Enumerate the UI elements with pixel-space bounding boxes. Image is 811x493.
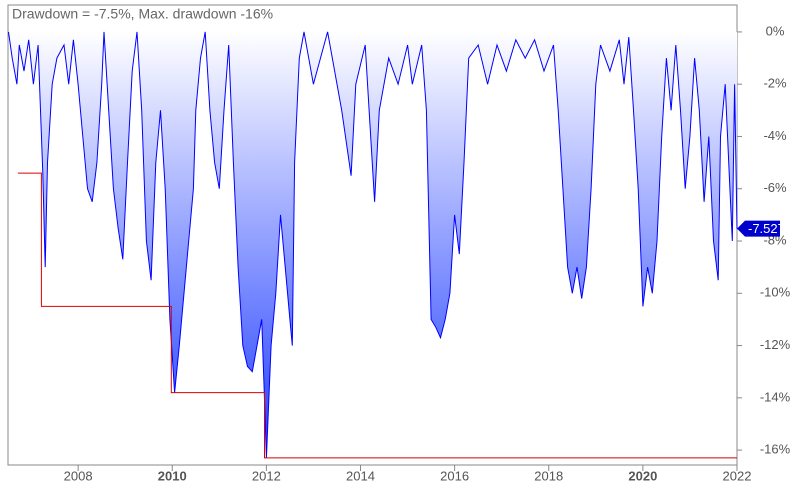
x-tick-label: 2014 [346,468,375,483]
y-tick-label: -10% [760,285,791,300]
x-tick-label: 2010 [158,468,187,483]
x-tick-label: 2022 [723,468,752,483]
y-tick-label: -6% [763,180,787,195]
drawdown-area [8,31,737,458]
x-tick-label: 2016 [440,468,469,483]
y-tick-label: -14% [760,389,791,404]
x-tick-label: 2020 [628,468,657,483]
chart-title: Drawdown = -7.5%, Max. drawdown -16% [12,6,273,22]
y-tick-label: -12% [760,337,791,352]
y-tick-label: -2% [763,76,787,91]
x-tick-label: 2018 [534,468,563,483]
y-tick-label: -16% [760,442,791,457]
drawdown-line [8,31,738,458]
last-value-tag [737,220,780,237]
last-value-label: -7.5274 [748,221,792,236]
x-tick-label: 2008 [64,468,93,483]
max-drawdown-line [17,172,737,459]
x-tick-label: 2012 [252,468,281,483]
y-tick-label: 0% [766,23,785,38]
y-tick-label: -4% [763,128,787,143]
